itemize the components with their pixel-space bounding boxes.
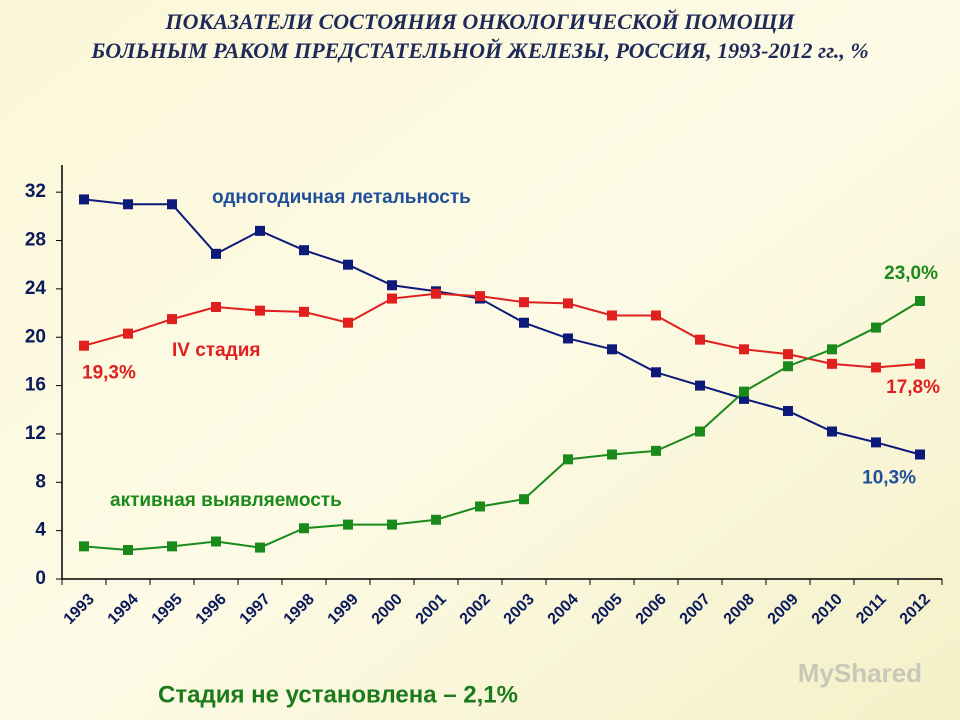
point (123, 328, 133, 339)
point (79, 340, 89, 351)
point (651, 445, 661, 456)
point (167, 541, 177, 552)
point (783, 361, 793, 372)
point (475, 291, 485, 302)
point (563, 298, 573, 309)
series-label: одногодичная летальность (212, 187, 471, 208)
point (431, 288, 441, 299)
value-label: 19,3% (82, 363, 136, 384)
point (255, 225, 265, 236)
point (343, 519, 353, 530)
point (211, 248, 221, 259)
series-line (83, 292, 921, 369)
point (827, 358, 837, 369)
point (739, 344, 749, 355)
point (299, 523, 309, 534)
point (519, 317, 529, 328)
point (827, 426, 837, 437)
y-tick-label: 16 (25, 375, 46, 396)
point (739, 393, 749, 404)
point (563, 454, 573, 465)
point (387, 293, 397, 304)
y-tick-label: 12 (25, 423, 46, 444)
point (79, 194, 89, 205)
series-label: активная выявляемость (110, 490, 342, 511)
point (343, 259, 353, 270)
chart-title: БОЛЬНЫМ РАКОМ ПРЕДСТАТЕЛЬНОЙ ЖЕЛЕЗЫ, РОС… (90, 38, 869, 63)
y-tick-label: 4 (35, 520, 46, 541)
series-line (83, 198, 921, 456)
point (255, 542, 265, 553)
point (871, 322, 881, 333)
point (519, 494, 529, 505)
point (167, 314, 177, 325)
note: Стадия не установлена – 2,1% (158, 681, 518, 708)
point (343, 317, 353, 328)
point (607, 344, 617, 355)
point (299, 245, 309, 256)
point (915, 295, 925, 306)
point (871, 362, 881, 373)
point (695, 426, 705, 437)
value-label: 10,3% (862, 468, 916, 489)
point (915, 449, 925, 460)
series-label: IV стадия (172, 340, 261, 361)
point (211, 536, 221, 547)
point (651, 310, 661, 321)
y-tick-label: 0 (35, 568, 46, 589)
point (607, 449, 617, 460)
point (695, 334, 705, 345)
point (871, 437, 881, 448)
point (255, 305, 265, 316)
value-label: 23,0% (884, 263, 938, 284)
point (827, 344, 837, 355)
point (563, 333, 573, 344)
y-tick-label: 20 (25, 326, 46, 347)
point (519, 297, 529, 308)
point (387, 280, 397, 291)
point (299, 306, 309, 317)
point (167, 199, 177, 210)
point (783, 405, 793, 416)
point (915, 358, 925, 369)
point (739, 386, 749, 397)
watermark: MyShared (798, 658, 922, 688)
point (211, 302, 221, 313)
point (607, 310, 617, 321)
point (79, 541, 89, 552)
point (695, 380, 705, 391)
point (651, 367, 661, 378)
point (387, 519, 397, 530)
y-tick-label: 32 (25, 181, 46, 202)
y-tick-label: 24 (25, 278, 47, 299)
point (475, 501, 485, 512)
point (783, 349, 793, 360)
value-label: 17,8% (886, 377, 940, 398)
y-tick-label: 8 (35, 471, 46, 492)
point (123, 199, 133, 210)
chart-title: ПОКАЗАТЕЛИ СОСТОЯНИЯ ОНКОЛОГИЧЕСКОЙ ПОМО… (164, 9, 795, 34)
point (431, 514, 441, 525)
y-tick-label: 28 (25, 230, 46, 251)
point (123, 544, 133, 555)
series-line (83, 300, 921, 551)
